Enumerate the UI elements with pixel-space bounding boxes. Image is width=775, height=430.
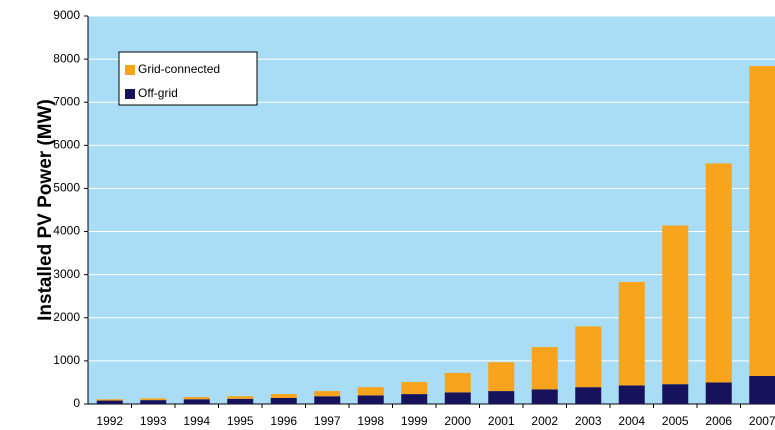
legend-label: Off-grid	[138, 86, 178, 100]
bar-segment	[270, 394, 297, 398]
bar-segment	[314, 396, 341, 404]
bar-segment	[96, 399, 123, 401]
bar-segment	[575, 326, 602, 388]
bar-segment	[140, 398, 167, 401]
y-tick-label: 0	[73, 396, 80, 410]
bar-segment	[531, 389, 558, 404]
bar-segment	[618, 281, 645, 386]
x-tick-label: 2006	[705, 414, 732, 428]
bar-segment	[401, 394, 428, 404]
bar-segment	[227, 396, 254, 399]
bar-segment	[357, 395, 384, 404]
x-tick-label: 1996	[270, 414, 297, 428]
bar-segment	[357, 387, 384, 396]
x-tick-label: 1993	[140, 414, 167, 428]
bar-segment	[488, 391, 515, 404]
legend-swatch	[125, 89, 135, 99]
y-tick-label: 3000	[53, 267, 80, 281]
bar-segment	[662, 225, 689, 385]
x-tick-label: 2004	[618, 414, 645, 428]
bar-segment	[140, 400, 167, 404]
x-tick-label: 1995	[227, 414, 254, 428]
x-tick-label: 1992	[96, 414, 123, 428]
x-tick-label: 1999	[401, 414, 428, 428]
y-tick-label: 2000	[53, 310, 80, 324]
bar-segment	[444, 372, 471, 393]
x-tick-label: 2002	[531, 414, 558, 428]
y-tick-label: 6000	[53, 138, 80, 152]
y-axis-label: Installed PV Power (MW)	[35, 99, 56, 321]
x-tick-label: 2007	[749, 414, 775, 428]
bar-segment	[662, 384, 689, 404]
x-tick-label: 1997	[314, 414, 341, 428]
legend	[118, 51, 258, 106]
bar-segment	[183, 399, 210, 404]
bar-segment	[705, 163, 732, 383]
x-tick-label: 2000	[444, 414, 471, 428]
x-tick-label: 2003	[575, 414, 602, 428]
bar-segment	[314, 391, 341, 397]
bar-segment	[749, 66, 775, 376]
y-tick-label: 7000	[53, 94, 80, 108]
y-tick-label: 9000	[53, 8, 80, 22]
legend-label: Grid-connected	[138, 62, 220, 76]
bar-segment	[270, 397, 297, 404]
bar-segment	[575, 387, 602, 404]
y-tick-label: 1000	[53, 353, 80, 367]
y-tick-label: 4000	[53, 224, 80, 238]
bar-segment	[444, 392, 471, 404]
bar-segment	[227, 398, 254, 404]
x-tick-label: 2005	[662, 414, 689, 428]
bar-segment	[531, 347, 558, 390]
x-tick-label: 2001	[488, 414, 515, 428]
bar-segment	[488, 362, 515, 392]
bar-segment	[96, 400, 123, 404]
bar-segment	[749, 375, 775, 404]
bar-segment	[618, 385, 645, 404]
y-tick-label: 8000	[53, 51, 80, 65]
bar-segment	[401, 382, 428, 395]
x-tick-label: 1998	[357, 414, 384, 428]
bar-segment	[705, 382, 732, 404]
legend-swatch	[125, 65, 135, 75]
x-tick-label: 1994	[183, 414, 210, 428]
y-tick-label: 5000	[53, 181, 80, 195]
bar-segment	[183, 397, 210, 400]
